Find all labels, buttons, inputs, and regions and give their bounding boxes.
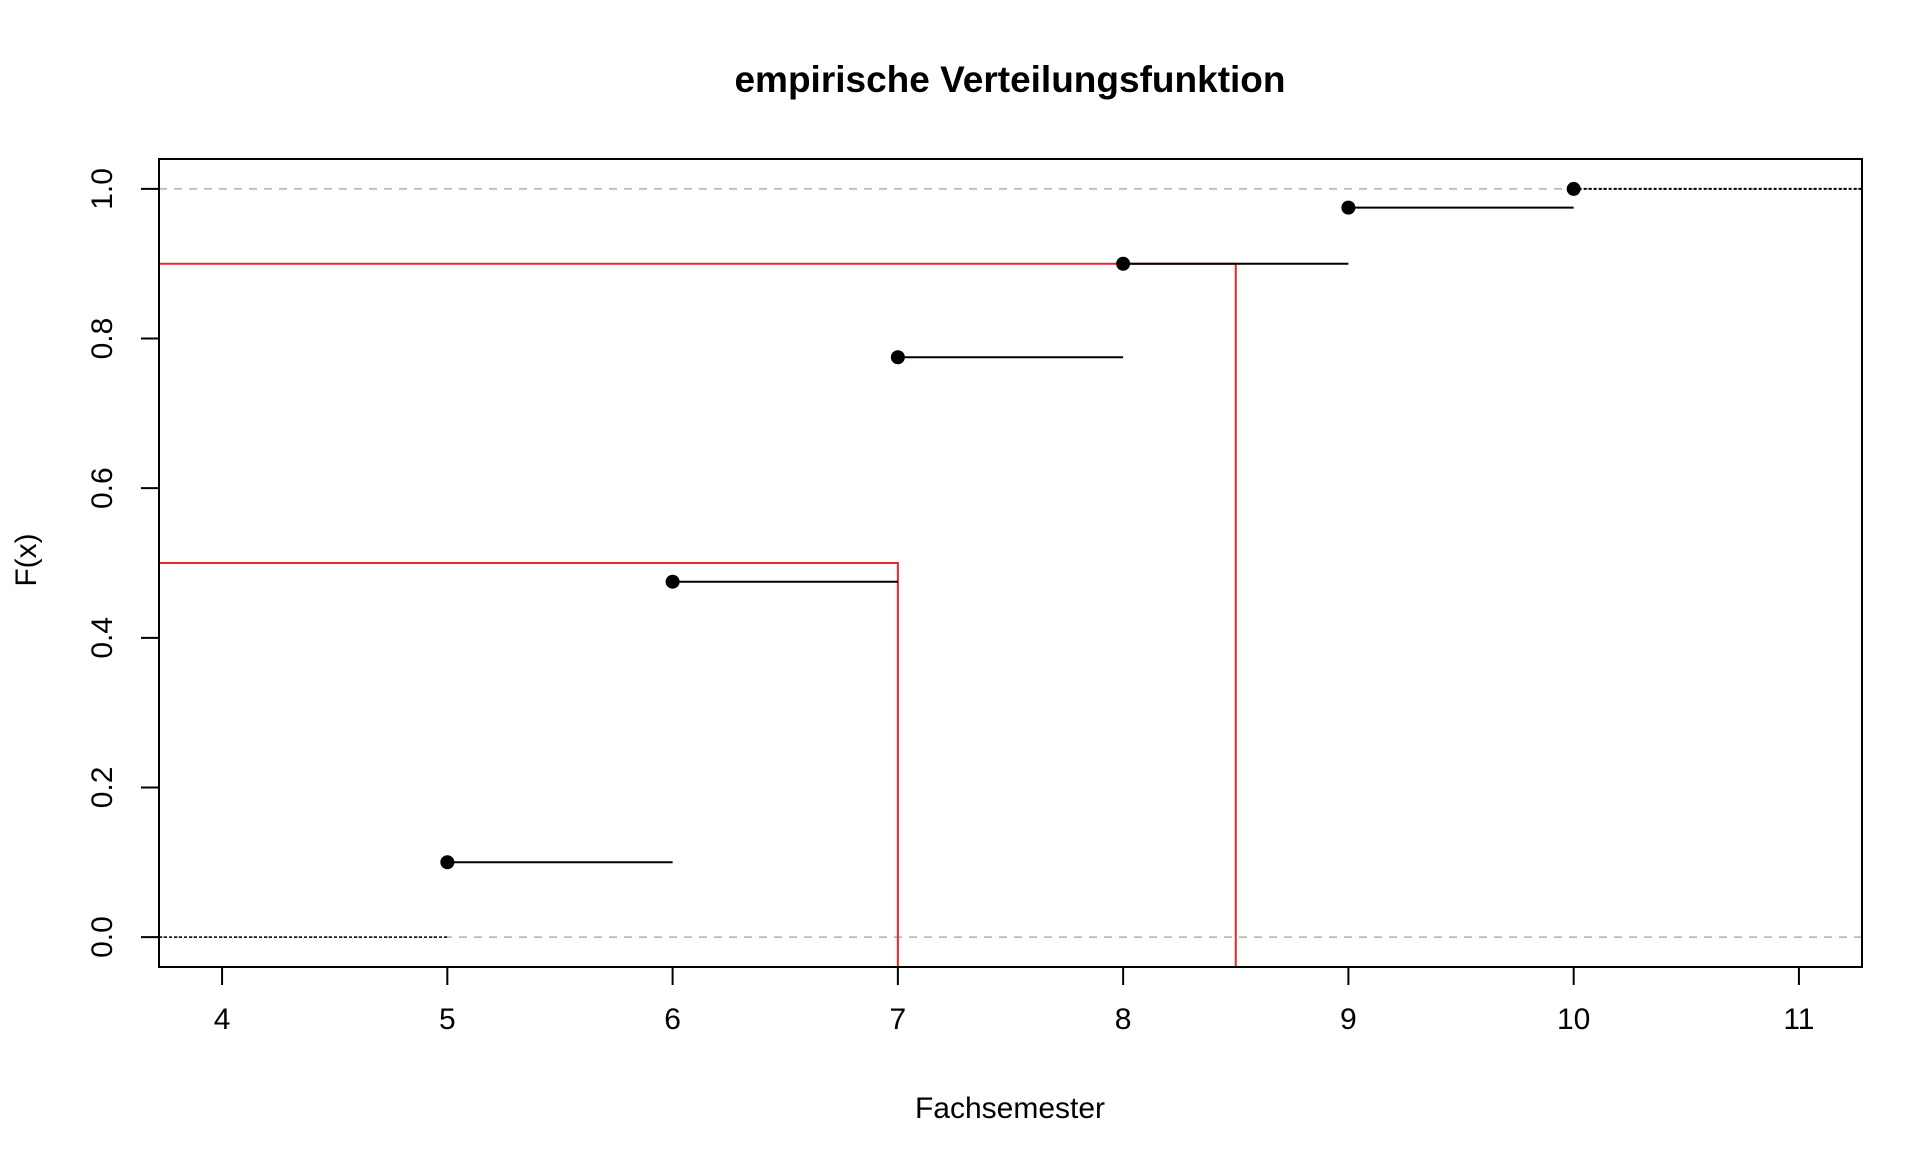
y-tick-label-5: 1.0 [86,168,119,210]
x-tick-label-5: 9 [1340,1003,1357,1036]
step-series [159,181,1862,938]
step-point-0 [440,855,455,870]
step-point-2 [890,350,905,365]
y-tick-label-4: 0.8 [86,318,119,360]
quantile-marker-0 [159,562,899,967]
y-tick-label-2: 0.4 [86,617,119,659]
y-axis-label: F(x) [10,533,43,586]
x-tick-label-7: 11 [1783,1003,1814,1036]
quantile-markers [159,262,1237,967]
step-point-3 [1116,256,1131,271]
y-axis: 0.0 0.2 0.4 0.6 0.8 1.0 [86,168,160,958]
x-axis-label: Fachsemester [915,1092,1105,1125]
quantile-marker-1 [159,262,1237,967]
step-point-4 [1341,200,1356,215]
step-point-1 [665,574,680,589]
step-point-5 [1566,181,1581,196]
x-axis: 4 5 6 7 8 9 10 11 [214,966,1815,1036]
x-tick-label-3: 7 [890,1003,907,1036]
x-tick-label-4: 8 [1115,1003,1132,1036]
y-tick-label-3: 0.6 [86,467,119,509]
x-tick-label-1: 5 [439,1003,456,1036]
x-tick-label-2: 6 [664,1003,681,1036]
chart-title: empirische Verteilungsfunktion [734,59,1285,100]
y-tick-label-1: 0.2 [86,767,119,809]
x-tick-label-6: 10 [1557,1003,1590,1036]
y-tick-label-0: 0.0 [86,916,119,958]
x-tick-label-0: 4 [214,1003,231,1036]
